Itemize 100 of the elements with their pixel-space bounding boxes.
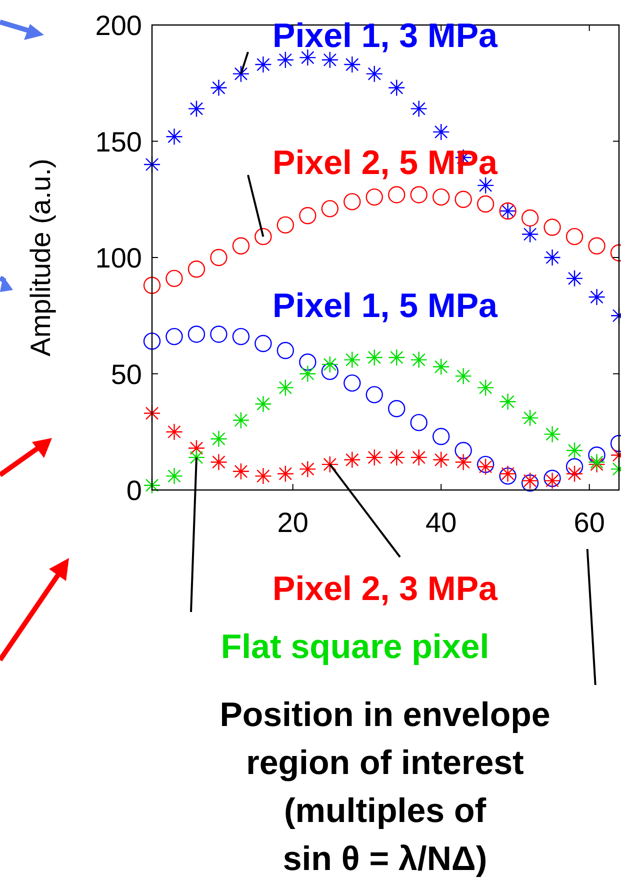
point [344, 374, 361, 392]
point [188, 448, 206, 466]
point [254, 467, 272, 485]
point [232, 462, 250, 480]
point [166, 270, 183, 288]
point [588, 288, 606, 306]
point [210, 326, 228, 343]
x-tick-label: 40 [426, 507, 457, 538]
point [344, 451, 361, 468]
point [166, 423, 183, 440]
point [410, 100, 428, 118]
point [521, 226, 539, 243]
point [410, 351, 428, 368]
point [276, 379, 294, 396]
point [321, 362, 339, 380]
point [432, 188, 450, 206]
point [299, 460, 316, 478]
point [454, 190, 472, 208]
text: Flat square pixel [220, 628, 490, 666]
y-tick-label: 100 [95, 242, 142, 274]
series-label: Pixel 1, 5 MPa [272, 287, 499, 325]
point [566, 270, 584, 288]
point [143, 476, 161, 494]
point [276, 465, 294, 482]
y-tick-label: 0 [126, 475, 142, 506]
point [476, 176, 494, 194]
x-tick-label: 20 [277, 507, 308, 538]
point [210, 454, 228, 471]
point [254, 56, 272, 74]
point [210, 79, 228, 96]
point [544, 426, 561, 443]
point [344, 193, 361, 210]
point [166, 467, 183, 485]
y-tick-label: 50 [110, 358, 142, 390]
point [499, 393, 516, 410]
point [276, 342, 294, 360]
point [366, 386, 383, 404]
point [566, 465, 584, 482]
text: Pixel 2, 3 MPa [272, 570, 499, 608]
point [166, 128, 183, 146]
point [299, 48, 316, 66]
point [276, 51, 294, 68]
point [410, 414, 428, 432]
y-tick-label: 150 [95, 126, 142, 158]
point [210, 248, 228, 266]
point [388, 186, 406, 204]
point [232, 237, 250, 254]
point [454, 454, 472, 471]
point [432, 358, 450, 376]
point [321, 456, 339, 474]
point [388, 448, 406, 466]
point [544, 248, 561, 266]
point [454, 442, 472, 460]
point [521, 209, 539, 227]
point [210, 430, 228, 448]
series-label: Pixel 2, 5 MPa [272, 144, 499, 182]
point [432, 428, 450, 446]
point [454, 367, 472, 385]
point [566, 442, 584, 460]
point [366, 348, 383, 366]
point [321, 51, 339, 68]
point [188, 100, 206, 118]
y-tick-label: 200 [95, 10, 142, 41]
point [588, 446, 606, 464]
point [188, 326, 206, 343]
series-label: Pixel 1, 3 MPa [272, 17, 499, 55]
point [566, 458, 584, 476]
point [344, 56, 361, 74]
point [476, 195, 494, 213]
point [432, 451, 450, 468]
point [388, 79, 406, 96]
x-tick-label: 60 [574, 507, 605, 538]
point [366, 65, 383, 82]
point [254, 395, 272, 413]
point [321, 200, 339, 218]
point [232, 65, 250, 82]
point [232, 412, 250, 429]
y-axis-title: Amplitude (a.u.) [25, 158, 56, 356]
point [476, 379, 494, 396]
point [232, 328, 250, 346]
point [299, 207, 316, 224]
point [366, 188, 383, 206]
point [544, 218, 561, 236]
point [366, 448, 383, 466]
point [321, 356, 339, 374]
point [432, 123, 450, 141]
point [410, 448, 428, 466]
point [299, 365, 316, 382]
point [254, 334, 272, 352]
point [299, 354, 316, 371]
point [166, 328, 183, 346]
point [521, 409, 539, 427]
point [254, 228, 272, 246]
point [566, 228, 584, 246]
point [143, 332, 161, 350]
point [143, 276, 161, 294]
point [410, 186, 428, 204]
point [588, 237, 606, 254]
point [344, 351, 361, 368]
point [188, 440, 206, 457]
